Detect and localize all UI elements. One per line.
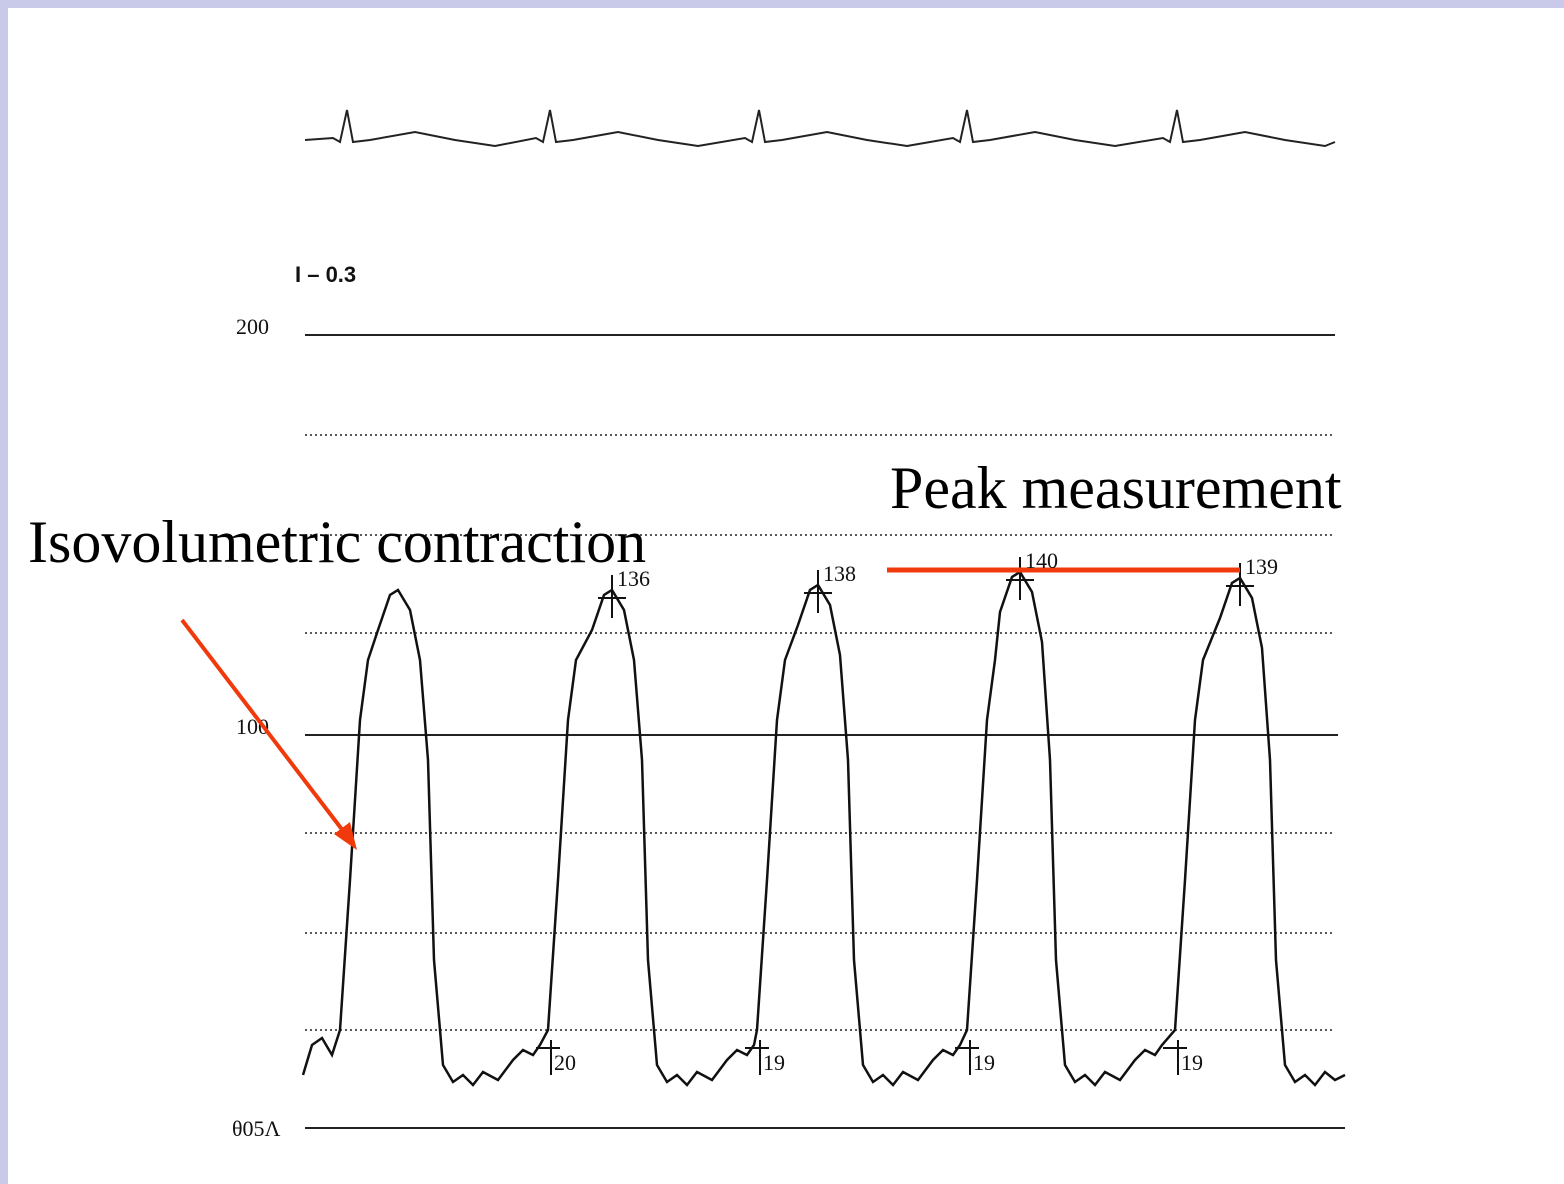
ecg-trace xyxy=(304,109,1336,148)
top-band xyxy=(0,0,1564,8)
markers xyxy=(536,557,1254,1075)
left-band xyxy=(0,0,8,1184)
trough-label: 19 xyxy=(763,1050,785,1075)
grid xyxy=(305,334,1345,1129)
trough-label: 20 xyxy=(554,1050,576,1075)
axis-label: θ05Λ xyxy=(232,1116,281,1141)
peak-label: 136 xyxy=(617,566,650,591)
trough-label: 19 xyxy=(1181,1050,1203,1075)
dotted-lines xyxy=(305,434,1335,1031)
annotation: Isovolumetric contraction xyxy=(28,509,646,575)
trough-label: 19 xyxy=(973,1050,995,1075)
pressure-trace xyxy=(301,570,1346,1087)
peak-label: 138 xyxy=(823,561,856,586)
arrow-head xyxy=(334,822,357,850)
arrow xyxy=(180,618,349,838)
peak-label: 140 xyxy=(1025,548,1058,573)
peak-label: 139 xyxy=(1245,554,1278,579)
annotation: Peak measurement xyxy=(890,455,1342,521)
scale-label: I – 0.3 xyxy=(295,262,356,287)
axis-label: 200 xyxy=(236,314,269,339)
